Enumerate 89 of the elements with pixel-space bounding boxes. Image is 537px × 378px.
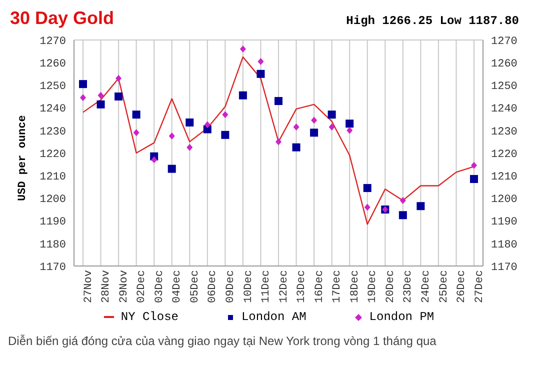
point xyxy=(258,58,264,65)
point xyxy=(186,118,194,126)
x-tick-label: 09Dec xyxy=(224,270,237,304)
point xyxy=(274,97,282,106)
x-tick-label: 04Dec xyxy=(172,270,184,304)
y2-tick-label: 1170 xyxy=(491,262,518,274)
point xyxy=(311,116,318,124)
x-tick-label: 19Dec xyxy=(367,270,380,304)
point xyxy=(398,211,407,220)
point xyxy=(98,92,104,99)
point xyxy=(222,111,228,118)
y-tick-label: 1270 xyxy=(40,36,66,48)
point xyxy=(256,70,265,78)
point xyxy=(293,124,300,131)
point xyxy=(364,204,370,211)
x-tick-label: 10Dec xyxy=(242,270,255,304)
x-tick-label: 05Dec xyxy=(189,270,202,304)
x-tick-label: 11Dec xyxy=(260,270,273,304)
point xyxy=(96,100,105,108)
y-tick-label: 1250 xyxy=(40,81,66,94)
y-tick-label: 1210 xyxy=(40,172,66,184)
point xyxy=(79,80,87,88)
x-tick-label: 13Dec xyxy=(296,270,308,304)
x-tick-label: 06Dec xyxy=(207,270,220,304)
y2-tick-label: 1230 xyxy=(491,126,518,138)
point xyxy=(363,184,372,192)
point xyxy=(151,156,158,164)
x-tick-label: 26Dec xyxy=(456,270,468,304)
point xyxy=(238,91,247,100)
point xyxy=(80,94,86,102)
point xyxy=(186,144,193,151)
x-tick-label: 17Dec xyxy=(332,270,344,304)
point xyxy=(346,126,353,134)
x-tick-label: 23Dec xyxy=(402,270,415,304)
chart-subtitle: High 1266.25 Low 1187.80 xyxy=(346,14,519,28)
x-tick-label: 27Nov xyxy=(82,270,95,304)
point xyxy=(471,162,477,169)
chart-title: 30 Day Gold xyxy=(10,8,114,29)
x-tick-label: 03Dec xyxy=(154,270,166,304)
point xyxy=(221,130,230,139)
x-tick-label: 12Dec xyxy=(278,270,290,304)
legend-label: London AM xyxy=(240,310,306,324)
x-tick-label: 20Dec xyxy=(384,270,397,304)
y-tick-label: 1190 xyxy=(40,216,66,229)
x-tick-label: 24Dec xyxy=(420,270,432,304)
point xyxy=(168,132,175,140)
y-tick-label: 1200 xyxy=(40,194,66,206)
point xyxy=(168,164,176,173)
y-tick-label: 1240 xyxy=(40,104,66,116)
y2-tick-label: 1210 xyxy=(491,172,518,184)
point xyxy=(132,110,140,119)
legend-label: NY Close xyxy=(120,310,178,324)
y2-tick-label: 1220 xyxy=(491,148,518,161)
y2-tick-label: 1250 xyxy=(491,81,518,94)
point xyxy=(292,143,300,152)
x-tick-label: 27Dec xyxy=(474,270,486,304)
x-tick-label: 29Nov xyxy=(118,270,130,304)
y2-tick-label: 1190 xyxy=(491,216,518,229)
text: Diễn biến giá đóng cửa của vàng giao ngay tại New York trong vòng 1 tháng qua xyxy=(8,334,438,348)
y-tick-label: 1230 xyxy=(40,126,66,138)
x-tick-label: 16Dec xyxy=(314,270,326,304)
x-tick-label: 18Dec xyxy=(349,270,362,304)
point xyxy=(310,128,318,137)
point xyxy=(276,138,282,146)
y-tick-label: 1220 xyxy=(40,148,66,161)
point xyxy=(204,121,210,128)
y-axis-title: USD per ounce xyxy=(16,114,29,201)
x-tick-label: 02Dec xyxy=(136,270,148,304)
point xyxy=(470,174,478,183)
y-tick-label: 1170 xyxy=(40,262,66,274)
y-tick-label: 1260 xyxy=(40,58,66,71)
point xyxy=(400,196,406,204)
y2-tick-label: 1200 xyxy=(491,194,518,206)
point xyxy=(328,110,336,119)
y2-tick-label: 1270 xyxy=(491,36,518,48)
x-tick-label: 28Nov xyxy=(100,270,113,304)
point xyxy=(133,129,140,136)
point xyxy=(114,92,123,100)
y2-tick-label: 1180 xyxy=(491,239,518,252)
point xyxy=(346,120,354,128)
y2-tick-label: 1260 xyxy=(491,58,518,71)
x-tick-label: 25Dec xyxy=(438,270,450,304)
point xyxy=(116,74,122,82)
y-tick-label: 1180 xyxy=(40,239,66,252)
point xyxy=(416,202,425,210)
legend-label: London PM xyxy=(368,310,434,324)
y2-tick-label: 1240 xyxy=(491,104,518,116)
point xyxy=(328,124,335,131)
point xyxy=(240,46,246,53)
